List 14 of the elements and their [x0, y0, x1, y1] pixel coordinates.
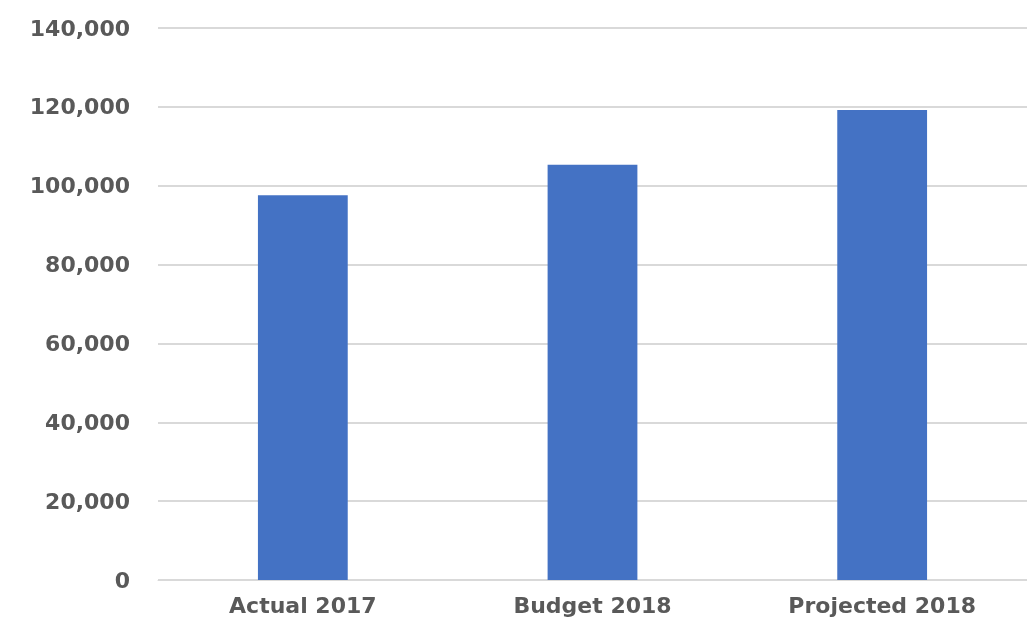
- x-tick-label: Projected 2018: [788, 592, 976, 618]
- y-tick-label: 20,000: [45, 488, 130, 514]
- bar: [837, 110, 928, 580]
- bar: [547, 164, 638, 580]
- y-tick-label: 40,000: [45, 409, 130, 435]
- bar: [257, 195, 348, 580]
- y-tick-label: 120,000: [29, 94, 130, 120]
- y-tick-label: 100,000: [29, 173, 130, 199]
- x-tick-label: Budget 2018: [513, 592, 672, 618]
- y-tick-label: 0: [114, 567, 130, 593]
- x-tick-label: Actual 2017: [229, 592, 377, 618]
- y-tick-label: 80,000: [45, 252, 130, 278]
- y-tick-label: 140,000: [29, 15, 130, 41]
- y-tick-label: 60,000: [45, 330, 130, 356]
